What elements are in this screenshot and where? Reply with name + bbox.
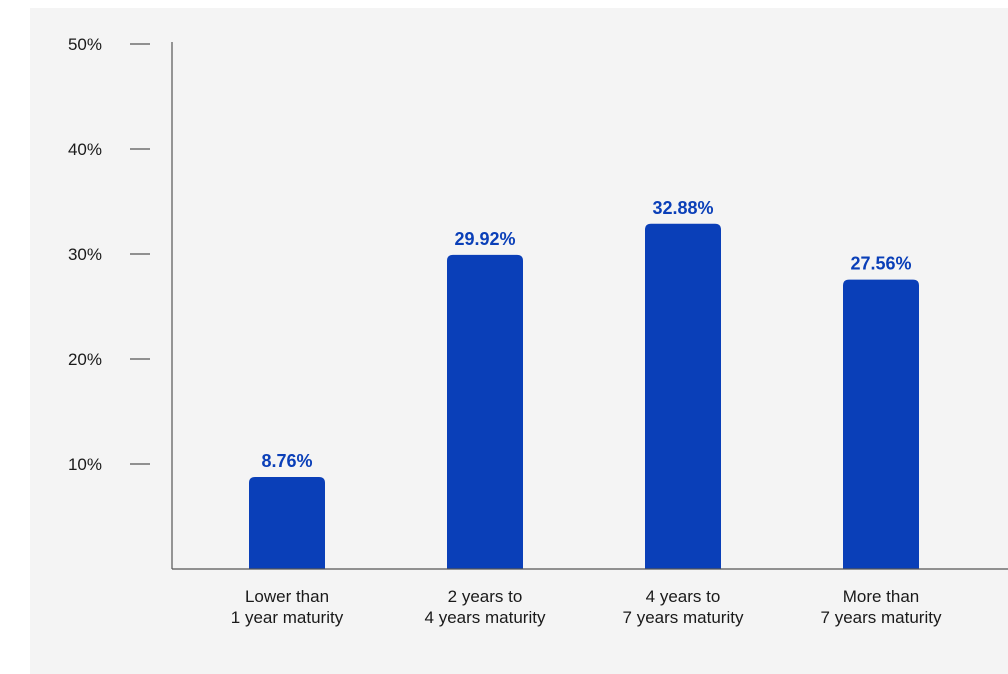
bar (249, 477, 325, 569)
y-tick-label: 20% (68, 350, 102, 369)
x-category-label: 1 year maturity (231, 608, 344, 627)
y-tick-label: 10% (68, 455, 102, 474)
bar-value-label: 8.76% (261, 451, 312, 471)
x-category-label: 4 years to (646, 587, 721, 606)
x-axis: Lower than 1 year maturity 2 years to 4 yea… (172, 568, 1008, 627)
bar-value-label: 27.56% (850, 254, 911, 274)
bar-value-label: 29.92% (454, 229, 515, 249)
bar (447, 254, 523, 569)
y-tick-label: 50% (68, 35, 102, 54)
x-category-label: 4 years maturity (425, 608, 546, 627)
y-tick-label: 30% (68, 245, 102, 264)
x-category-label: More than (843, 587, 920, 606)
y-tick-label: 40% (68, 140, 102, 159)
x-category-label: 7 years maturity (821, 608, 942, 627)
x-category-label: 2 years to (448, 587, 523, 606)
x-category-label: Lower than (245, 587, 329, 606)
x-category-label: 7 years maturity (623, 608, 744, 627)
bar (843, 279, 919, 569)
bar-value-label: 32.88% (652, 198, 713, 218)
y-axis: 10% 20% 30% 40% 50% (68, 35, 173, 569)
bar (645, 223, 721, 569)
bars: 8.76% 29.92% 32.88% 27.56% (249, 198, 919, 569)
